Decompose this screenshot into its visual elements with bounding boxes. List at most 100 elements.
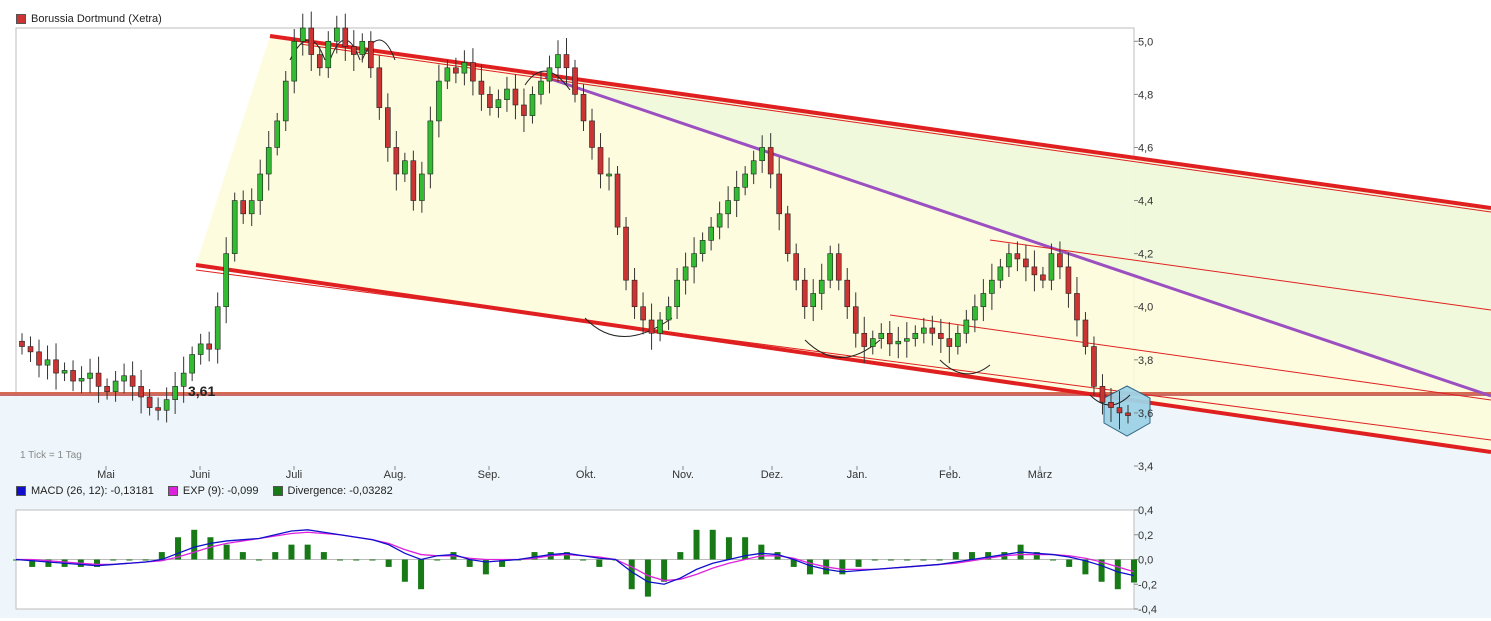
price-candle <box>589 108 595 160</box>
price-candle <box>504 76 510 112</box>
macd-y-tick-label: 0,4 <box>1138 505 1153 517</box>
candle-body <box>648 319 655 334</box>
y-tick-label: 4,6 <box>1138 142 1153 154</box>
y-tick-label: 4,0 <box>1138 302 1153 314</box>
price-candle <box>580 84 587 131</box>
candle-body <box>1023 258 1029 268</box>
price-candle <box>912 325 919 347</box>
divergence-bar <box>499 559 506 567</box>
candle-body <box>555 54 561 69</box>
x-tick-label: Juni <box>190 469 210 481</box>
pattern-arc <box>939 359 991 375</box>
y-tick-label: 4,4 <box>1138 196 1153 208</box>
candle-body <box>342 27 349 47</box>
candle-body <box>427 120 434 175</box>
candle-body <box>869 338 876 347</box>
candle-body <box>453 67 459 74</box>
price-candle <box>44 345 51 380</box>
price-candle <box>206 331 212 362</box>
divergence-bar <box>158 552 165 560</box>
candle-body <box>614 173 621 228</box>
candle-body <box>997 266 1004 281</box>
candle-body <box>87 372 93 379</box>
price-candle <box>453 57 459 84</box>
exp-label: EXP (9): -0,099 <box>182 485 259 497</box>
macd-y-tick-label: 0,0 <box>1138 555 1153 567</box>
price-candle <box>419 161 425 213</box>
price-candle <box>308 11 315 72</box>
price-candle <box>538 71 544 105</box>
price-candle <box>316 46 323 76</box>
price-candle <box>61 362 68 382</box>
candle-body <box>223 253 229 308</box>
divergence-bar <box>466 559 473 567</box>
divergence-bar <box>29 559 36 567</box>
candle-body <box>767 147 774 175</box>
divergence-bar <box>126 559 133 561</box>
price-candle <box>1091 336 1097 397</box>
price-candle <box>1065 252 1072 308</box>
candle-body <box>878 332 885 339</box>
x-tick-label: Juli <box>286 469 303 481</box>
price-candle <box>938 318 944 353</box>
price-candle <box>146 389 153 416</box>
mid-channel-line <box>989 239 1491 311</box>
candle-body <box>1125 412 1131 416</box>
price-candle <box>53 343 59 390</box>
price-candle <box>716 201 723 240</box>
price-candle <box>955 325 961 355</box>
candle-body <box>44 359 51 366</box>
candle-body <box>316 54 323 69</box>
exp-legend-item: EXP (9): -0,099 <box>167 485 259 497</box>
macd-legend-item: MACD (26, 12): -0,13181 <box>16 485 154 497</box>
price-candle <box>529 86 536 124</box>
candle-body <box>759 147 765 162</box>
candle-body <box>368 40 374 69</box>
price-candle <box>129 361 136 401</box>
wedge-fill <box>196 36 1491 454</box>
price-candle <box>487 86 493 116</box>
candle-body <box>146 396 153 408</box>
candle-body <box>827 253 834 281</box>
candle-body <box>70 370 76 382</box>
divergence-bar <box>952 552 959 560</box>
candle-body <box>1116 407 1123 414</box>
price-candle <box>1108 387 1114 422</box>
divergence-bar <box>742 537 749 560</box>
price-candle <box>827 245 834 289</box>
price-candle <box>572 59 578 103</box>
candle-body <box>436 80 442 122</box>
price-candle <box>410 150 417 211</box>
candle-body <box>461 62 468 74</box>
price-candle <box>436 64 442 138</box>
price-candle <box>19 333 25 355</box>
price-candle <box>546 55 553 94</box>
candle-body <box>912 332 919 339</box>
price-candle <box>759 135 765 173</box>
divergence-bar <box>661 559 668 582</box>
price-candle <box>980 279 987 322</box>
candle-body <box>818 279 825 294</box>
price-candle <box>640 292 646 335</box>
price-candle <box>606 157 612 191</box>
price-candle <box>223 237 229 324</box>
divergence-bar <box>1033 552 1040 560</box>
candle-body <box>623 226 629 281</box>
green-channel-fill <box>270 36 1491 396</box>
candle-body <box>299 27 306 42</box>
price-legend-item: Borussia Dortmund (Xetra) <box>16 13 162 25</box>
candle-body <box>1099 386 1106 403</box>
price-candle <box>903 322 910 358</box>
y-tick-label: 3,6 <box>1138 408 1153 420</box>
price-candle <box>495 89 502 118</box>
macd-swatch <box>16 486 26 496</box>
candle-body <box>282 80 289 122</box>
candle-body <box>95 372 102 387</box>
pattern-arc <box>524 70 571 91</box>
candle-body <box>674 279 680 308</box>
price-candle <box>597 133 604 189</box>
divergence-bar <box>855 559 862 567</box>
candle-body <box>665 306 672 321</box>
candle-body <box>725 200 731 215</box>
price-candle <box>461 50 468 86</box>
